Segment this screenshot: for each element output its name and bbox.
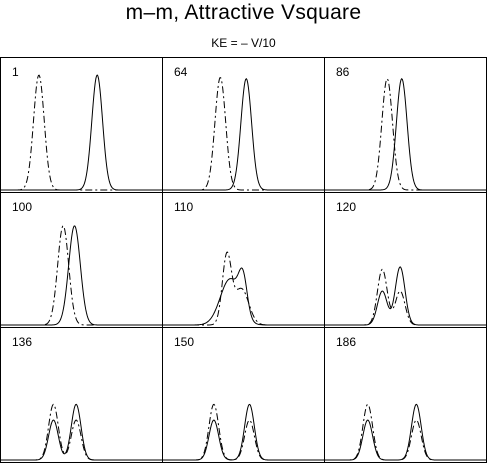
panel-label: 64 <box>174 65 188 79</box>
panel-frame <box>0 57 163 193</box>
panel-label: 86 <box>336 65 350 79</box>
dashed-curve <box>324 403 486 461</box>
solid-curve <box>162 403 324 461</box>
dashed-curve <box>324 268 486 326</box>
panel-186: 186 <box>324 327 487 463</box>
panel-86: 86 <box>324 57 487 193</box>
dashed-curve <box>162 403 324 461</box>
panel-label: 186 <box>336 335 356 349</box>
dashed-curve <box>0 74 162 191</box>
solid-curve <box>324 266 486 326</box>
panel-120: 120 <box>324 192 487 328</box>
panel-label: 136 <box>12 335 32 349</box>
dashed-curve <box>0 403 162 461</box>
dashed-curve <box>162 251 324 326</box>
solid-curve <box>324 77 486 191</box>
solid-curve <box>0 74 162 191</box>
panel-150: 150 <box>162 327 325 463</box>
solid-curve <box>162 267 324 326</box>
panel-label: 150 <box>174 335 194 349</box>
panel-136: 136 <box>0 327 163 463</box>
chart-title: m–m, Attractive Vsquare <box>125 1 362 24</box>
solid-curve <box>0 403 162 461</box>
panel-100: 100 <box>0 192 163 328</box>
panel-label: 100 <box>12 200 32 214</box>
panel-label: 1 <box>12 65 19 79</box>
solid-curve <box>324 403 486 461</box>
chart-subtitle: KE = – V/10 <box>211 36 276 50</box>
solid-curve <box>0 225 162 326</box>
panel-label: 120 <box>336 200 356 214</box>
panel-1: 1 <box>0 57 163 193</box>
panel-110: 110 <box>162 192 325 328</box>
panel-label: 110 <box>174 200 193 214</box>
panel-64: 64 <box>162 57 325 193</box>
solid-curve <box>162 77 324 191</box>
